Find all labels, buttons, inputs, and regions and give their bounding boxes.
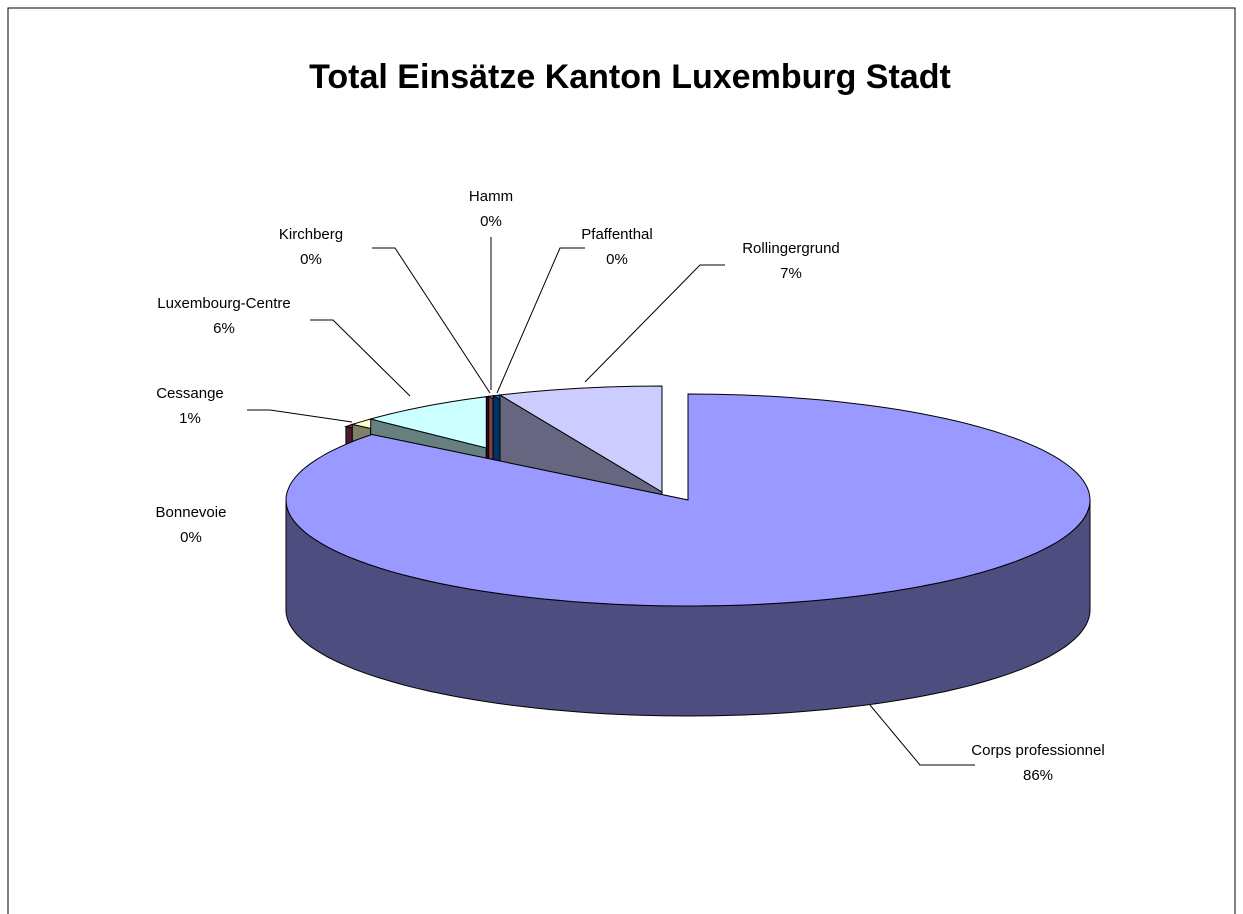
slice-value-label: 6% xyxy=(213,320,235,337)
leader-line xyxy=(496,247,585,394)
leader-line xyxy=(310,319,411,397)
chart-title: Total Einsätze Kanton Luxemburg Stadt xyxy=(309,58,951,96)
leader-line xyxy=(247,409,353,423)
slice-label: Corps professionnel xyxy=(971,742,1104,759)
slice-label: Hamm xyxy=(469,188,513,205)
slice-value-label: 86% xyxy=(1023,767,1053,784)
slice-value-label: 1% xyxy=(179,410,201,427)
slice-value-label: 0% xyxy=(300,251,322,268)
slice-label: Bonnevoie xyxy=(156,504,227,521)
leader-line xyxy=(869,704,975,766)
leader-line xyxy=(372,247,491,394)
slice-value-label: 0% xyxy=(606,251,628,268)
chart-frame xyxy=(7,7,1236,914)
slice-label: Pfaffenthal xyxy=(581,226,652,243)
slice xyxy=(285,393,1091,607)
leader-line xyxy=(584,264,725,383)
slice-label: Kirchberg xyxy=(279,226,343,243)
slice-label: Cessange xyxy=(156,385,224,402)
slice xyxy=(498,385,663,493)
slice-value-label: 0% xyxy=(180,529,202,546)
slice-label: Luxembourg-Centre xyxy=(157,295,290,312)
slice-value-label: 0% xyxy=(480,213,502,230)
slice-label: Rollingergrund xyxy=(742,240,840,257)
slice-value-label: 7% xyxy=(780,265,802,282)
